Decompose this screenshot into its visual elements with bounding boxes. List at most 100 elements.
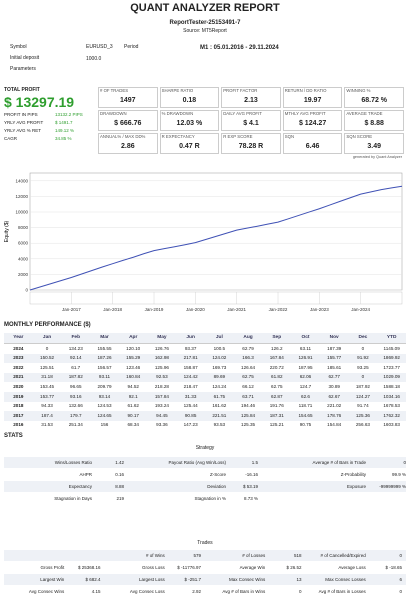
month-value: 156 — [100, 422, 109, 428]
month-value: 156.57 — [97, 364, 112, 370]
month-value: 150.52 — [40, 355, 55, 361]
month-value: 158.87 — [183, 364, 198, 370]
month-value: 251.34 — [68, 422, 83, 428]
stat-value: 8.73 % — [243, 495, 258, 501]
month-value: 0 — [45, 345, 49, 351]
metric-box — [282, 110, 343, 131]
stat-label: Wins/Losses Ratio — [54, 459, 92, 465]
metric-value: 1497 — [120, 97, 136, 104]
metric-value: 0.47 R — [179, 143, 200, 150]
month-value: 31.33 — [184, 393, 197, 399]
year-cell: 2024 — [13, 345, 24, 351]
month-value: 218.47 — [183, 383, 198, 389]
trade-label: Max Consec Losses — [325, 576, 366, 582]
trade-value: 579 — [193, 552, 201, 558]
month-value: 90.85 — [184, 412, 197, 418]
trade-label: Avg # of Bars in Wins — [222, 588, 266, 594]
period-value: M1 : 05.01.2016 - 29.11.2024 — [200, 45, 279, 51]
month-value: 187.92 — [355, 383, 370, 389]
month-value: 125.84 — [241, 412, 256, 418]
metric-label: PROFIT FACTOR — [223, 88, 258, 93]
trade-label: Avg Consec Wins — [28, 588, 65, 594]
year-cell: 2017 — [13, 412, 24, 418]
month-value: 92.1 — [128, 393, 138, 399]
month-value: 90.17 — [127, 412, 139, 418]
month-value: 185.61 — [327, 364, 342, 370]
summary-label: YRLY AVG PROFIT — [4, 120, 44, 125]
row-shade — [4, 457, 406, 468]
stats-title: STATS — [4, 433, 23, 439]
metric-label: AVERAGE TRADE — [346, 111, 383, 116]
total-profit: $ 13297.19 — [4, 94, 75, 110]
stat-label: Expectancy — [68, 483, 92, 489]
trade-label: Average Win — [239, 564, 266, 570]
metric-box — [221, 87, 281, 108]
month-value: 31.53 — [41, 422, 53, 428]
metric-box — [344, 133, 404, 154]
metric-label: SQN — [284, 134, 295, 139]
trade-value: 4.15 — [91, 588, 101, 594]
trade-value: 0 — [298, 588, 302, 594]
month-value: 155.55 — [97, 345, 112, 351]
month-value: 221.02 — [327, 403, 342, 409]
trade-value: 2.92 — [192, 588, 201, 594]
month-value: 125.44 — [183, 403, 198, 409]
trade-value: 0 — [399, 552, 402, 558]
month-value: 218.28 — [154, 383, 169, 389]
month-value: 126.91 — [298, 355, 313, 361]
stat-label: Deviation — [207, 483, 226, 489]
month-value: 30.89 — [328, 383, 340, 389]
month-value: 61.7 — [71, 364, 81, 370]
parameters-label: Parameters — [10, 66, 36, 72]
month-value: 62.75 — [242, 374, 254, 380]
metric-label: WINNING % — [346, 88, 371, 93]
summary-value: 34.85 % — [55, 136, 72, 141]
x-tick-label: Jan-2021 — [227, 307, 246, 312]
metric-value: 6.46 — [305, 143, 320, 150]
column-header: Jun — [186, 335, 195, 340]
stat-value: $ 53.19 — [242, 483, 258, 489]
metric-label: SQN SCORE — [346, 134, 373, 139]
trade-label: Max Consec Wins — [229, 576, 266, 582]
month-value: 1678.53 — [383, 403, 400, 409]
y-tick-label: 6000 — [18, 241, 29, 246]
metric-value: 2.13 — [244, 97, 258, 104]
month-value: 1029.09 — [383, 374, 400, 380]
metric-label: R EXPECTANCY — [161, 134, 195, 139]
x-tick-label: Jan-2019 — [145, 307, 164, 312]
row-shade — [4, 574, 406, 585]
column-header: Oct — [301, 335, 310, 340]
month-value: 167.84 — [269, 355, 284, 361]
metric-box — [221, 110, 281, 131]
month-value: 93.11 — [98, 374, 111, 380]
monthly-title: MONTHLY PERFORMANCE ($) — [4, 322, 91, 328]
metric-value: $ 8.88 — [364, 120, 384, 127]
year-cell: 2018 — [13, 403, 24, 409]
month-value: 134.23 — [68, 345, 83, 351]
month-value: 120.10 — [126, 345, 141, 351]
x-tick-label: Jan-2022 — [269, 307, 288, 312]
trade-label: Largest Win — [40, 576, 65, 582]
month-value: 123.46 — [126, 364, 141, 370]
month-value: 169.73 — [212, 364, 227, 370]
y-tick-label: 2000 — [18, 272, 29, 277]
stat-label: Exposure — [346, 483, 366, 489]
column-header: Feb — [71, 335, 81, 340]
y-axis-label: Equity ($) — [4, 220, 10, 242]
metric-box — [159, 133, 220, 154]
y-tick-label: 14000 — [15, 178, 28, 183]
metric-box — [221, 133, 281, 154]
month-value: 93.14 — [98, 393, 111, 399]
year-cell: 2023 — [13, 355, 24, 361]
month-value: 125.35 — [241, 422, 256, 428]
year-cell: 2021 — [13, 374, 24, 380]
month-value: 132.66 — [68, 403, 83, 409]
month-value: 124.42 — [183, 374, 198, 380]
trade-value: 0 — [399, 588, 402, 594]
month-value: 62.79 — [242, 345, 254, 351]
row-shade — [4, 481, 406, 492]
column-header: Jul — [215, 335, 223, 340]
metric-label: DRAWDOWN — [100, 111, 127, 116]
month-value: 256.63 — [355, 422, 370, 428]
summary-value: $ 1491.7 — [55, 120, 73, 125]
